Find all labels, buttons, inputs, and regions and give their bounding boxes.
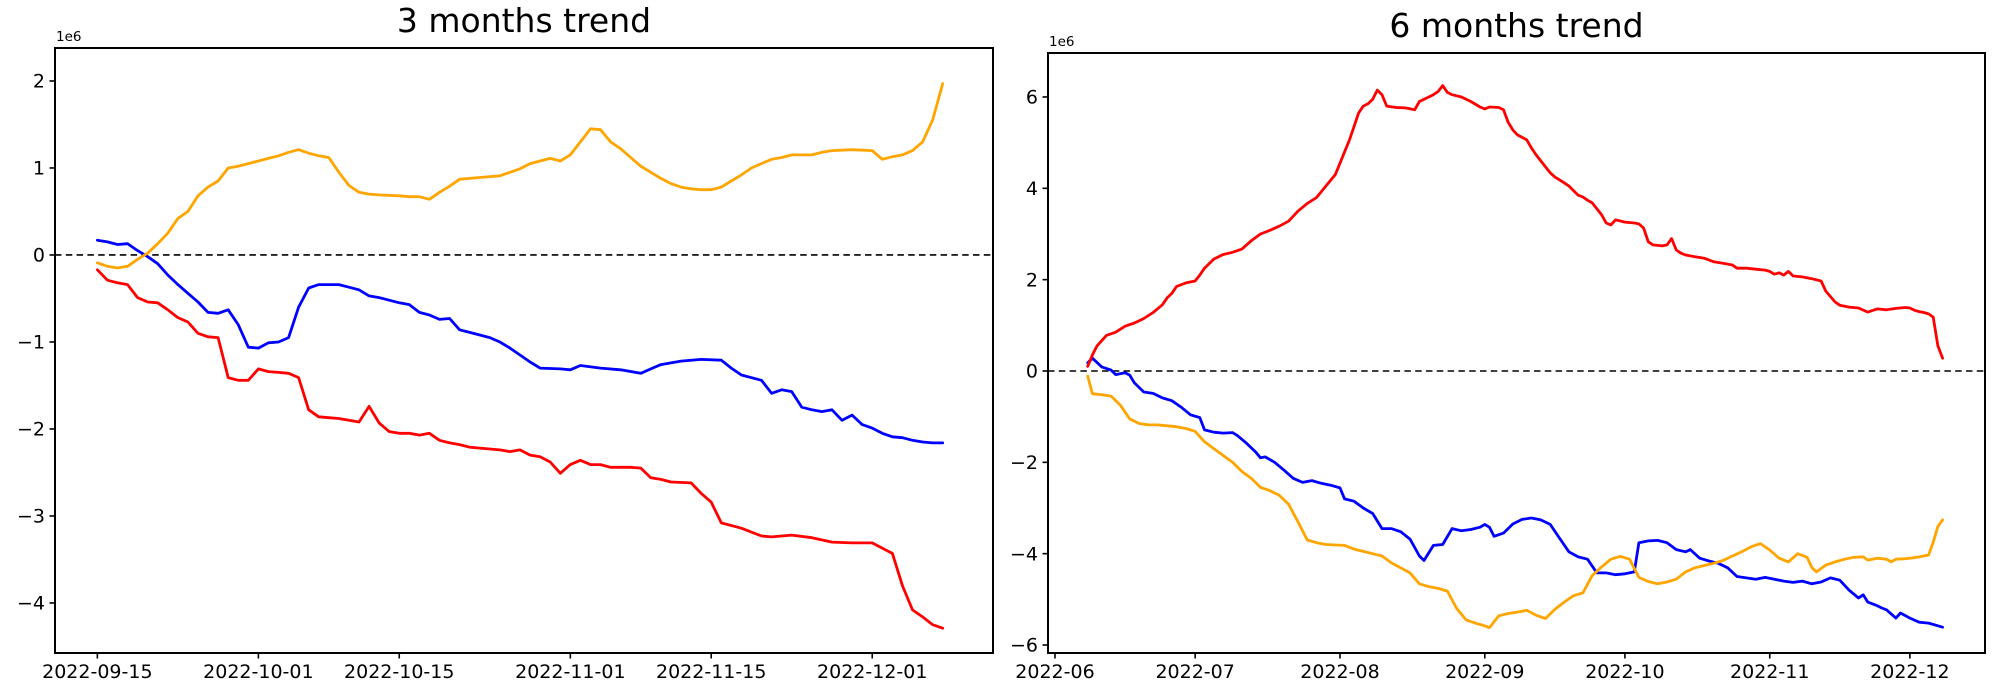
y-tick-label: 0 [1026,361,1038,383]
y-tick-label: −4 [1010,543,1038,565]
x-tick-label: 2022-10 [1585,661,1664,683]
x-tick-label: 2022-07 [1155,661,1234,683]
series-line-blue [1086,356,1944,629]
y-tick-label: 6 [1026,87,1038,109]
series-line-orange [1086,374,1944,630]
y-tick-label: 1 [33,158,45,180]
x-tick-label: 2022-12 [1870,661,1949,683]
x-tick-label: 2022-10-01 [203,661,313,683]
x-tick-label: 2022-09 [1445,661,1524,683]
series-line-red [96,268,945,630]
axes-1: 6 4 2 0 −2 −4 −6 2022-06 2022-07 2022-08 2022-09 20… [1010,34,1986,683]
y-tick-label: −1 [17,332,45,354]
y-axis-offset-label: 1e6 [1049,34,1074,50]
x-tick-label: 2022-11-01 [515,661,625,683]
plot-spines [1047,52,1986,654]
x-tick-label: 2022-12-01 [817,661,927,683]
x-tick-label: 2022-09-15 [42,661,152,683]
series-line-orange [96,82,945,270]
y-tick-label: −4 [17,593,45,615]
y-tick-label: 2 [1026,269,1038,291]
x-tick-label: 2022-06 [1015,661,1094,683]
y-tick-label: 4 [1026,178,1038,200]
y-tick-label: −2 [17,419,45,441]
y-axis-offset-label: 1e6 [56,29,81,45]
x-tick-label: 2022-11 [1730,661,1809,683]
x-tick-label: 2022-11-15 [656,661,766,683]
y-tick-label: 0 [33,245,45,267]
x-tick-label: 2022-08 [1300,661,1379,683]
x-tick-label: 2022-10-15 [344,661,454,683]
plot-spines [54,47,994,654]
y-tick-label: −3 [17,506,45,528]
series-line-red [1086,84,1944,368]
y-tick-label: −2 [1010,452,1038,474]
chart-title-6-months: 6 months trend [1389,6,1644,45]
chart-title-3-months: 3 months trend [396,1,652,40]
y-tick-label: 2 [33,71,45,93]
y-tick-label: −6 [1010,635,1038,657]
axes-0: 2 1 0 −1 −2 −3 −4 2022-09-15 2022-10-01 2022-10-1… [17,29,994,683]
series-line-blue [96,238,945,445]
